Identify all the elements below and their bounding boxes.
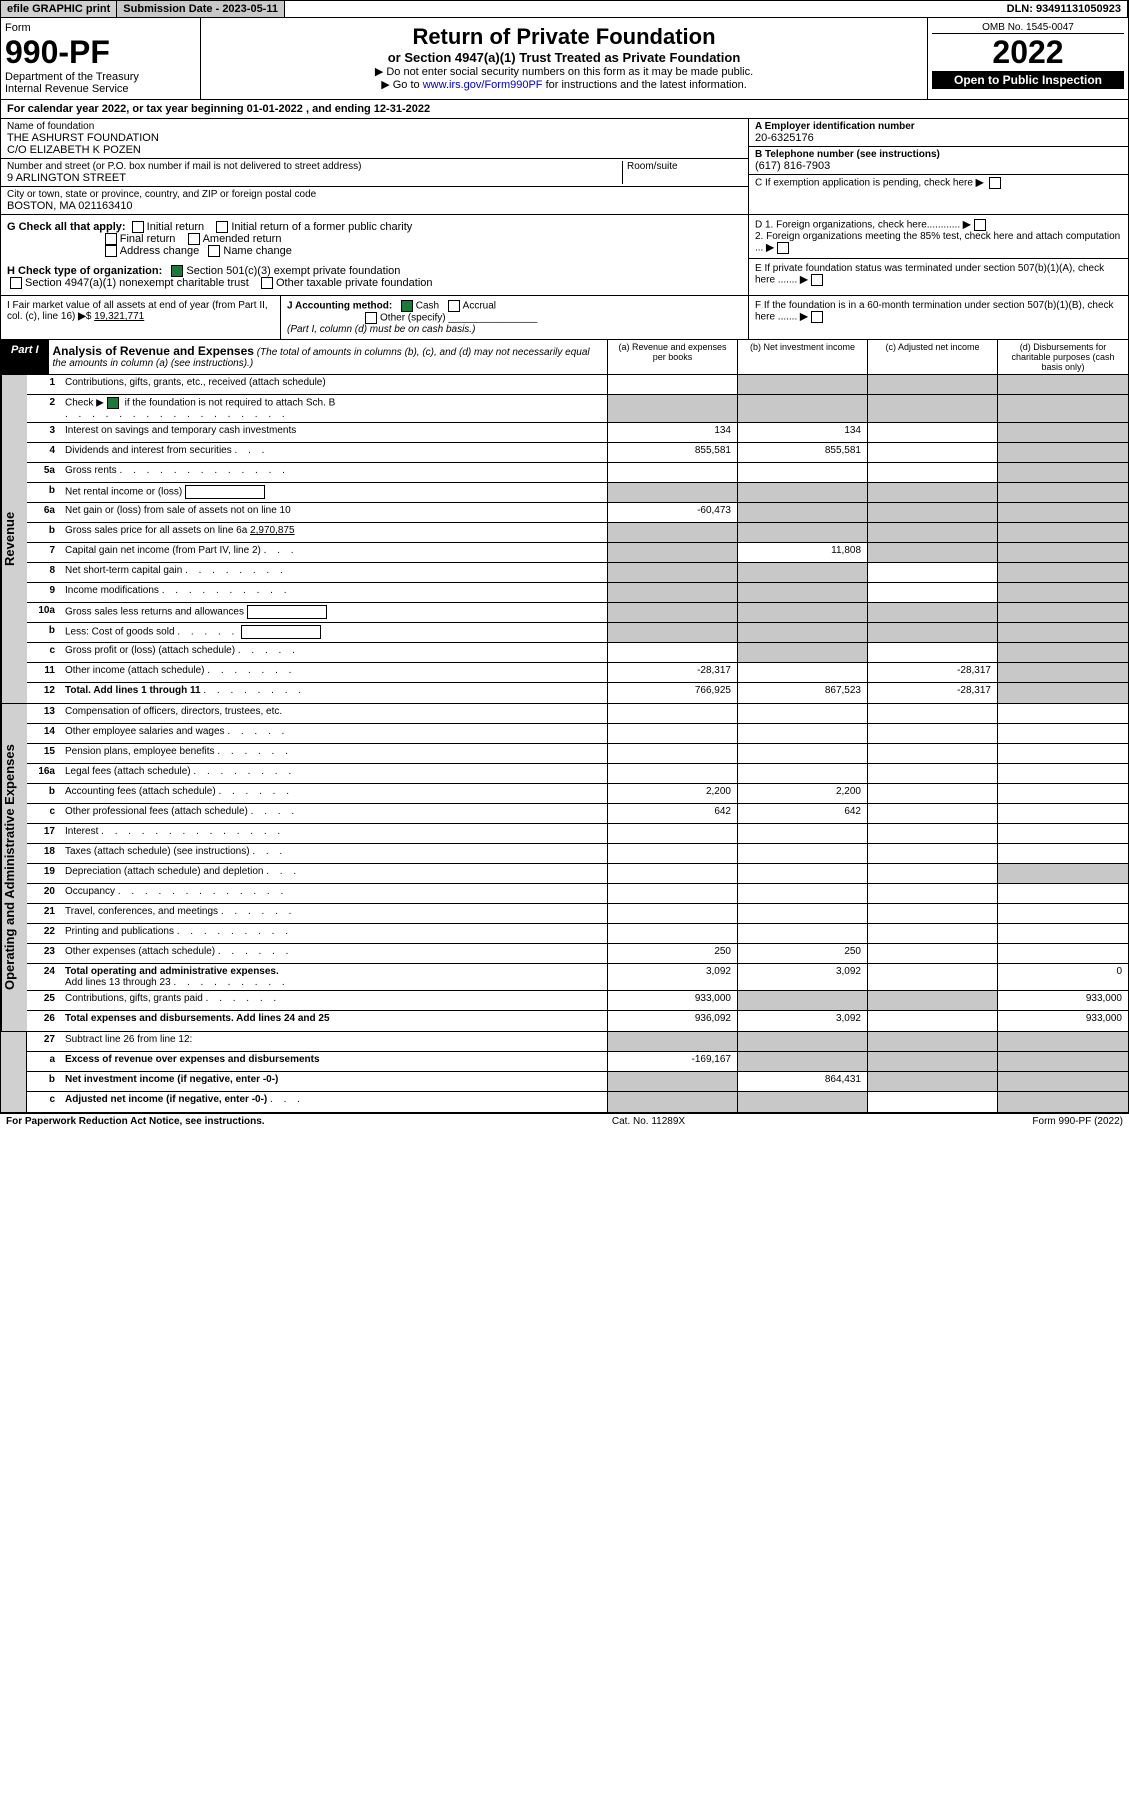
- irs-link[interactable]: www.irs.gov/Form990PF: [423, 79, 543, 91]
- tax-year: 2022: [932, 34, 1124, 71]
- name-change-checkbox[interactable]: [208, 245, 220, 257]
- foundation-name-1: THE ASHURST FOUNDATION: [7, 132, 742, 144]
- ij-block: I Fair market value of all assets at end…: [0, 296, 1129, 340]
- part1-title: Analysis of Revenue and Expenses: [53, 344, 254, 358]
- schb-checkbox[interactable]: [107, 397, 119, 409]
- identity-block: Name of foundation THE ASHURST FOUNDATIO…: [0, 119, 1129, 215]
- other-method-checkbox[interactable]: [365, 312, 377, 324]
- phone: (617) 816-7903: [755, 160, 1122, 172]
- h-label: H Check type of organization:: [7, 265, 162, 277]
- paperwork-notice: For Paperwork Reduction Act Notice, see …: [6, 1116, 265, 1127]
- col-d-header: (d) Disbursements for charitable purpose…: [998, 340, 1128, 374]
- f-label: F If the foundation is in a 60-month ter…: [755, 300, 1114, 323]
- phone-label: B Telephone number (see instructions): [755, 149, 940, 160]
- address-change-checkbox[interactable]: [105, 245, 117, 257]
- e-checkbox[interactable]: [811, 274, 823, 286]
- form-word: Form: [5, 22, 196, 34]
- calendar-year-line: For calendar year 2022, or tax year begi…: [0, 100, 1129, 119]
- final-return-checkbox[interactable]: [105, 233, 117, 245]
- 4947a1-checkbox[interactable]: [10, 277, 22, 289]
- initial-return-checkbox[interactable]: [132, 221, 144, 233]
- city-label: City or town, state or province, country…: [7, 189, 742, 200]
- amended-return-checkbox[interactable]: [188, 233, 200, 245]
- initial-return-former-checkbox[interactable]: [216, 221, 228, 233]
- form-header: Form 990-PF Department of the Treasury I…: [0, 18, 1129, 100]
- address: 9 ARLINGTON STREET: [7, 172, 622, 184]
- expenses-side-label: Operating and Administrative Expenses: [1, 704, 27, 1031]
- revenue-side-label: Revenue: [1, 375, 27, 703]
- i-value: 19,321,771: [94, 311, 144, 322]
- omb-number: OMB No. 1545-0047: [932, 22, 1124, 34]
- cat-no: Cat. No. 11289X: [612, 1116, 685, 1127]
- name-label: Name of foundation: [7, 121, 742, 132]
- dept-line-2: Internal Revenue Service: [5, 83, 196, 95]
- address-label: Number and street (or P.O. box number if…: [7, 161, 622, 172]
- form-number: 990-PF: [5, 34, 196, 71]
- part1-label: Part I: [1, 340, 49, 374]
- open-to-public: Open to Public Inspection: [932, 71, 1124, 89]
- expenses-section: Operating and Administrative Expenses 13…: [0, 704, 1129, 1032]
- f-checkbox[interactable]: [811, 311, 823, 323]
- 501c3-checkbox[interactable]: [171, 265, 183, 277]
- form-ref: Form 990-PF (2022): [1032, 1116, 1123, 1127]
- checks-block: G Check all that apply: Initial return I…: [0, 215, 1129, 296]
- cash-checkbox[interactable]: [401, 300, 413, 312]
- other-taxable-checkbox[interactable]: [261, 277, 273, 289]
- efile-badge[interactable]: efile GRAPHIC print: [1, 1, 117, 17]
- dept-line-1: Department of the Treasury: [5, 71, 196, 83]
- exemption-pending-checkbox[interactable]: [989, 177, 1001, 189]
- col-b-header: (b) Net investment income: [738, 340, 868, 374]
- note-ssn: ▶ Do not enter social security numbers o…: [207, 65, 921, 78]
- dln: DLN: 93491131050923: [285, 1, 1128, 17]
- col-c-header: (c) Adjusted net income: [868, 340, 998, 374]
- d1-checkbox[interactable]: [974, 219, 986, 231]
- d2-checkbox[interactable]: [777, 242, 789, 254]
- subtract-section: 27Subtract line 26 from line 12: aExcess…: [0, 1032, 1129, 1113]
- j-label: J Accounting method:: [287, 301, 392, 312]
- part1-header: Part I Analysis of Revenue and Expenses …: [0, 340, 1129, 375]
- arrow-icon: ▶: [976, 178, 984, 189]
- revenue-section: Revenue 1Contributions, gifts, grants, e…: [0, 375, 1129, 704]
- note-goto: ▶ Go to www.irs.gov/Form990PF for instru…: [207, 78, 921, 91]
- form-subtitle: or Section 4947(a)(1) Trust Treated as P…: [207, 50, 921, 65]
- exemption-pending-label: C If exemption application is pending, c…: [755, 178, 973, 189]
- d2-label: 2. Foreign organizations meeting the 85%…: [755, 231, 1120, 254]
- form-title: Return of Private Foundation: [207, 24, 921, 50]
- header-bar: efile GRAPHIC print Submission Date - 20…: [0, 0, 1129, 18]
- city: BOSTON, MA 021163410: [7, 200, 742, 212]
- room-label: Room/suite: [622, 161, 742, 184]
- foundation-name-2: C/O ELIZABETH K POZEN: [7, 144, 742, 156]
- col-a-header: (a) Revenue and expenses per books: [608, 340, 738, 374]
- accrual-checkbox[interactable]: [448, 300, 460, 312]
- page-footer: For Paperwork Reduction Act Notice, see …: [0, 1113, 1129, 1129]
- j-note: (Part I, column (d) must be on cash basi…: [287, 324, 475, 335]
- g-label: G Check all that apply:: [7, 221, 126, 233]
- ein-label: A Employer identification number: [755, 121, 915, 132]
- submission-date: Submission Date - 2023-05-11: [117, 1, 285, 17]
- d1-label: D 1. Foreign organizations, check here..…: [755, 220, 960, 231]
- ein: 20-6325176: [755, 132, 1122, 144]
